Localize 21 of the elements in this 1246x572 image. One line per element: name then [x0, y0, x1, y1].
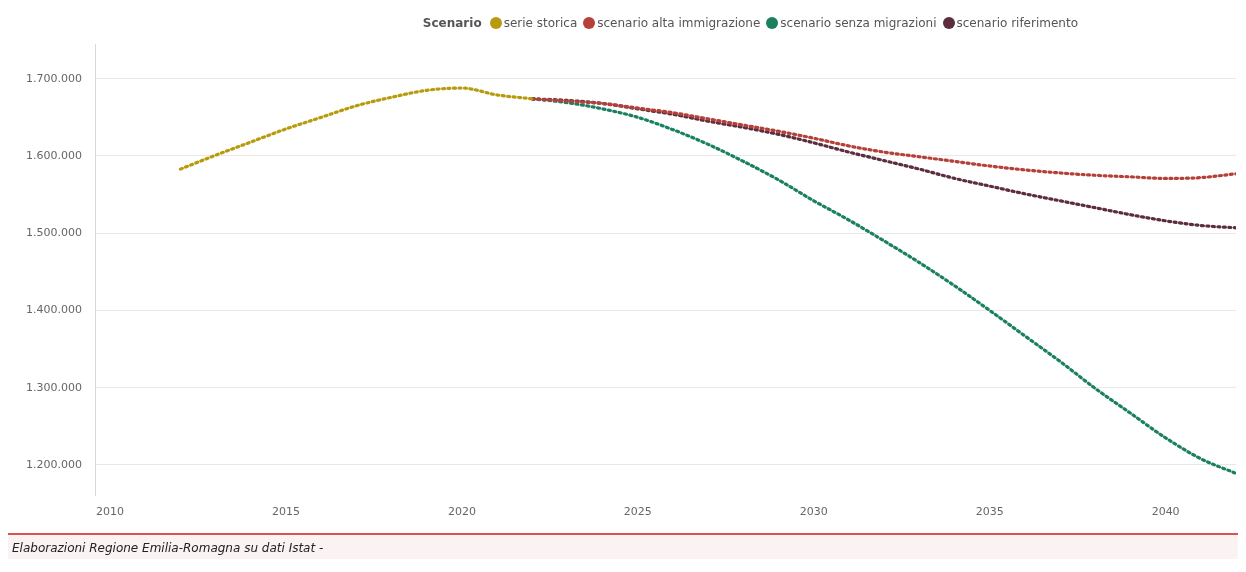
- y-tick-label: 1.500.000: [26, 226, 82, 240]
- x-tick-label: 2035: [975, 505, 1004, 519]
- legend-title: Scenario: [422, 16, 482, 30]
- legend-label: scenario alta immigrazione: [597, 16, 761, 30]
- y-tick-label: 1.700.000: [26, 71, 82, 85]
- x-tick-label: 2010: [96, 505, 125, 519]
- y-tick-label: 1.600.000: [26, 148, 82, 162]
- x-tick-label: 2040: [1151, 505, 1180, 519]
- y-tick-label: 1.400.000: [26, 303, 82, 317]
- x-tick-label: 2030: [799, 505, 828, 519]
- legend-label: scenario senza migrazioni: [780, 16, 937, 30]
- y-tick-label: 1.200.000: [26, 457, 82, 471]
- legend-label: scenario riferimento: [956, 16, 1078, 30]
- x-tick-label: 2025: [623, 505, 652, 519]
- x-tick-label: 2020: [447, 505, 476, 519]
- y-tick-label: 1.300.000: [26, 380, 82, 394]
- line-series: [178, 86, 534, 171]
- line-series: [530, 97, 1236, 180]
- legend-label: serie storica: [503, 16, 578, 30]
- x-tick-label: 2015: [271, 505, 300, 519]
- text: Elaborazioni Regione Emilia-Romagna su dati Istat -: [8, 533, 1238, 559]
